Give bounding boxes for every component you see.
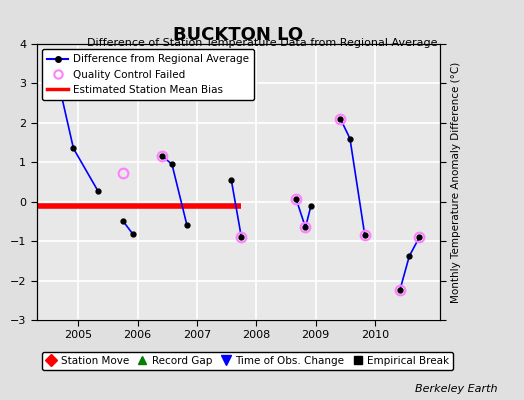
Legend: Station Move, Record Gap, Time of Obs. Change, Empirical Break: Station Move, Record Gap, Time of Obs. C… bbox=[42, 352, 453, 370]
Y-axis label: Monthly Temperature Anomaly Difference (°C): Monthly Temperature Anomaly Difference (… bbox=[451, 61, 461, 303]
Text: Berkeley Earth: Berkeley Earth bbox=[416, 384, 498, 394]
Title: BUCKTON LO: BUCKTON LO bbox=[173, 26, 303, 44]
Text: Difference of Station Temperature Data from Regional Average: Difference of Station Temperature Data f… bbox=[87, 38, 437, 48]
